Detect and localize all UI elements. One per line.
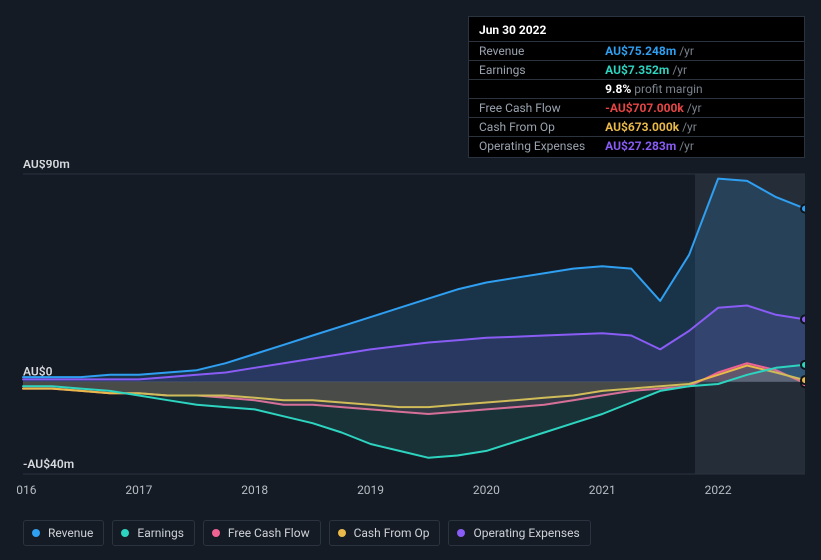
legend-dot-icon: [338, 529, 346, 537]
legend-item[interactable]: Revenue: [23, 520, 104, 546]
series-end-dot: [801, 361, 805, 369]
series-end-dot: [801, 376, 805, 384]
legend-label: Earnings: [137, 526, 184, 540]
series-end-dot: [801, 315, 805, 323]
x-axis-tick-label: 2019: [357, 483, 384, 497]
legend-label: Cash From Op: [354, 526, 430, 540]
tooltip-row-label: [469, 80, 595, 99]
legend-item[interactable]: Earnings: [112, 520, 195, 546]
hover-tooltip: Jun 30 2022 RevenueAU$75.248m /yrEarning…: [468, 16, 805, 158]
tooltip-row-value: AU$7.352m /yr: [595, 61, 804, 80]
legend-dot-icon: [457, 529, 465, 537]
legend-label: Free Cash Flow: [228, 526, 310, 540]
legend-label: Revenue: [48, 526, 93, 540]
tooltip-row-value: AU$75.248m /yr: [595, 42, 804, 61]
tooltip-row-label: Free Cash Flow: [469, 99, 595, 118]
x-axis-tick-label: 2020: [473, 483, 500, 497]
x-axis-tick-label: 2016: [17, 483, 37, 497]
tooltip-row-label: Operating Expenses: [469, 137, 595, 156]
legend-dot-icon: [32, 529, 40, 537]
tooltip-row-label: Earnings: [469, 61, 595, 80]
legend-dot-icon: [212, 529, 220, 537]
x-axis-tick-label: 2017: [125, 483, 152, 497]
tooltip-row-value: AU$673.000k /yr: [595, 118, 804, 137]
tooltip-date: Jun 30 2022: [469, 23, 804, 41]
tooltip-row-value: 9.8% profit margin: [595, 80, 804, 99]
y-axis-tick-label: -AU$40m: [23, 457, 74, 471]
legend-dot-icon: [121, 529, 129, 537]
y-axis-tick-label: AU$90m: [23, 160, 70, 171]
legend-item[interactable]: Cash From Op: [329, 520, 441, 546]
chart-legend: Revenue Earnings Free Cash Flow Cash From O…: [23, 520, 591, 546]
tooltip-row-value: -AU$707.000k /yr: [595, 99, 804, 118]
financials-chart[interactable]: AU$90mAU$0-AU$40m20162017201820192020202…: [17, 160, 805, 515]
x-axis-tick-label: 2021: [589, 483, 616, 497]
x-axis-tick-label: 2018: [241, 483, 268, 497]
tooltip-row-label: Revenue: [469, 42, 595, 61]
legend-label: Operating Expenses: [473, 526, 579, 540]
x-axis-tick-label: 2022: [705, 483, 732, 497]
legend-item[interactable]: Free Cash Flow: [203, 520, 321, 546]
tooltip-row-value: AU$27.283m /yr: [595, 137, 804, 156]
tooltip-table: RevenueAU$75.248m /yrEarningsAU$7.352m /…: [469, 41, 804, 155]
series-end-dot: [801, 205, 805, 213]
legend-item[interactable]: Operating Expenses: [448, 520, 590, 546]
tooltip-row-label: Cash From Op: [469, 118, 595, 137]
